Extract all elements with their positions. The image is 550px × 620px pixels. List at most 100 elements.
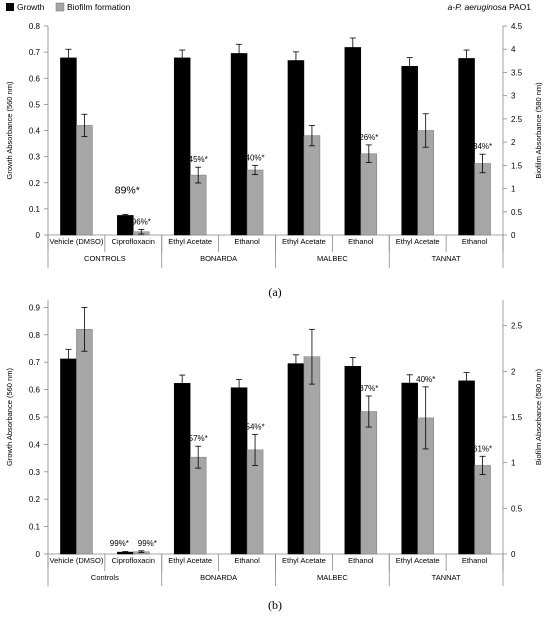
y-tick-label-right: 1.5 <box>511 161 523 170</box>
bar-growth <box>230 53 248 236</box>
data-label: 34%* <box>473 142 492 151</box>
category-label: Ethanol <box>462 237 488 246</box>
chart-title-strain: PAO1 <box>507 2 532 12</box>
category-label: Ethyl Acetate <box>396 556 440 565</box>
bar-growth <box>401 65 418 236</box>
y-tick-label-left: 0.7 <box>29 358 41 367</box>
chart-title: a-P. aeruginosa PAO1 <box>448 2 532 12</box>
y-axis-label-right: Biofilm Absorbance (580 nm) <box>534 368 543 465</box>
y-axis-label-right: Biofilm Absorbance (580 nm) <box>534 82 543 179</box>
y-tick-label-right: 0.5 <box>511 504 523 513</box>
y-tick-label-right: 0 <box>511 231 516 240</box>
data-label: 89%* <box>115 184 140 196</box>
category-label: Ciprofloxacin <box>112 556 155 565</box>
group-label: BONARDA <box>200 254 237 263</box>
y-tick-label-right: 2.5 <box>511 322 523 331</box>
bar-biofilm <box>360 411 378 555</box>
legend-swatch-growth <box>6 3 14 11</box>
category-label: Ciprofloxacin <box>112 237 155 246</box>
y-tick-label-left: 0 <box>36 550 41 559</box>
y-tick-label-left: 0.4 <box>29 440 41 449</box>
y-tick-label-left: 0.4 <box>29 127 41 136</box>
bar-growth <box>60 358 77 555</box>
category-label: Ethyl Acetate <box>168 556 212 565</box>
bar-growth <box>401 382 418 555</box>
data-label: 40%* <box>246 153 265 162</box>
category-label: Ethanol <box>234 237 260 246</box>
y-tick-label-right: 4.5 <box>511 22 523 31</box>
y-tick-label-left: 0.8 <box>29 331 41 340</box>
data-label: 54%* <box>246 422 265 431</box>
y-tick-label-left: 0.5 <box>29 413 41 422</box>
category-label: Ethanol <box>462 556 488 565</box>
bar-growth <box>344 366 362 555</box>
bar-biofilm <box>246 169 264 236</box>
chart-title-italic: a-P. aeruginosa <box>448 2 507 12</box>
bar-growth <box>287 363 305 555</box>
bar-biofilm <box>360 153 378 236</box>
data-label: 40%* <box>416 375 435 384</box>
y-tick-label-left: 0.3 <box>29 153 41 162</box>
data-label: 61%* <box>473 444 492 453</box>
category-label: Ethyl Acetate <box>396 237 440 246</box>
y-tick-label-right: 3 <box>511 92 516 101</box>
category-label: Ethyl Acetate <box>168 237 212 246</box>
y-tick-label-right: 2.5 <box>511 115 523 124</box>
figure-caption: (a) <box>268 285 281 299</box>
category-label: Ethanol <box>348 237 374 246</box>
y-tick-label-left: 0.9 <box>29 303 41 312</box>
y-tick-label-left: 0.6 <box>29 74 41 83</box>
figure-caption: (b) <box>268 598 282 612</box>
group-label: TANNAT <box>432 573 461 582</box>
legend-label-growth: Growth <box>17 2 45 12</box>
y-tick-label-right: 4 <box>511 45 516 54</box>
y-tick-label-left: 0.5 <box>29 100 41 109</box>
chart-a: 0 0.1 0.2 0.3 0.4 0.5 0.6 0.7 0.8 0 0.5 1 1.5 2 2.5 3 3.… <box>5 2 543 299</box>
bar-biofilm <box>303 135 321 236</box>
data-label: 57%* <box>189 434 208 443</box>
bar-growth <box>173 57 191 236</box>
data-label: 99%* <box>138 539 157 548</box>
bar-biofilm <box>303 356 321 555</box>
y-tick-label-left: 0.1 <box>29 205 41 214</box>
group-label: MALBEC <box>317 254 348 263</box>
data-label: 45%* <box>189 155 208 164</box>
y-tick-label-right: 1 <box>511 459 516 468</box>
group-label: BONARDA <box>200 573 237 582</box>
y-tick-label-right: 3.5 <box>511 68 523 77</box>
bar-growth <box>60 57 77 236</box>
y-axis-label-left: Growth Absorbance (560 nm) <box>5 81 14 179</box>
y-tick-label-left: 0.3 <box>29 468 41 477</box>
category-label: Vehicle (DMSO) <box>50 556 104 565</box>
data-label: 99%* <box>110 539 129 548</box>
bar-growth <box>287 60 305 236</box>
y-tick-label-left: 0.8 <box>29 22 41 31</box>
group-label: CONTROLS <box>84 254 126 263</box>
y-tick-label-left: 0.6 <box>29 386 41 395</box>
y-tick-label-right: 1.5 <box>511 413 523 422</box>
bar-biofilm <box>189 456 207 555</box>
bar-biofilm <box>474 465 491 555</box>
group-label: TANNAT <box>432 254 461 263</box>
y-tick-label-left: 0.2 <box>29 179 41 188</box>
legend-swatch-biofilm <box>55 2 65 12</box>
bar-biofilm <box>76 125 93 236</box>
chart-b: 00.10.20.30.40.50.60.70.80.9100.511.522.… <box>5 300 543 612</box>
group-label: Controls <box>91 573 119 582</box>
bar-biofilm <box>76 329 93 555</box>
y-tick-label-right: 2 <box>511 367 516 376</box>
y-axis-label-left: Growth Absorbance (560 nm) <box>5 368 14 466</box>
data-label: 96%* <box>132 217 151 226</box>
bar-biofilm <box>474 163 491 236</box>
y-tick-label-left: 0.2 <box>29 495 41 504</box>
y-tick-label-right: 1 <box>511 185 516 194</box>
y-tick-label-left: 0.7 <box>29 48 41 57</box>
data-label: 26%* <box>359 133 378 142</box>
y-tick-label-left: 0.1 <box>29 523 41 532</box>
category-label: Ethyl Acetate <box>282 237 326 246</box>
y-tick-label-right: 2 <box>511 138 516 147</box>
y-tick-label-left: 0 <box>36 231 41 240</box>
category-label: Ethanol <box>348 556 374 565</box>
legend-label-biofilm: Biofilm formation <box>67 2 131 12</box>
bar-growth <box>173 383 191 555</box>
